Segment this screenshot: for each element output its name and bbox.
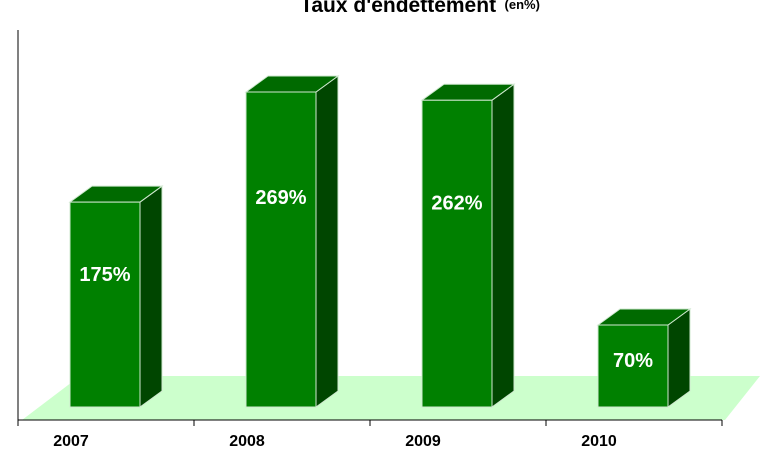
x-tick-label: 2007 — [53, 433, 89, 450]
bar — [68, 185, 164, 408]
bar-side — [491, 83, 515, 408]
chart-title: Taux d'endettement — [300, 0, 496, 17]
bar — [596, 308, 692, 408]
x-tick-label: 2008 — [229, 433, 265, 450]
bar-front — [69, 201, 141, 408]
data-label: 175% — [79, 264, 130, 286]
bar-side — [139, 185, 163, 408]
x-tick-label: 2009 — [405, 433, 441, 450]
bar-front — [421, 99, 493, 408]
floor — [22, 376, 760, 420]
chart-subtitle: (en%) — [505, 0, 540, 12]
data-label: 70% — [613, 350, 653, 372]
x-tick-label: 2010 — [581, 433, 617, 450]
bar — [244, 75, 340, 408]
bar-side — [315, 75, 339, 408]
bar-side — [667, 308, 691, 408]
data-label: 262% — [431, 193, 482, 215]
bar-front — [245, 91, 317, 408]
bar — [420, 83, 516, 408]
data-label: 269% — [255, 187, 306, 209]
chart-title-group: Taux d'endettement (en%) — [300, 0, 540, 17]
bar-front — [597, 324, 669, 408]
